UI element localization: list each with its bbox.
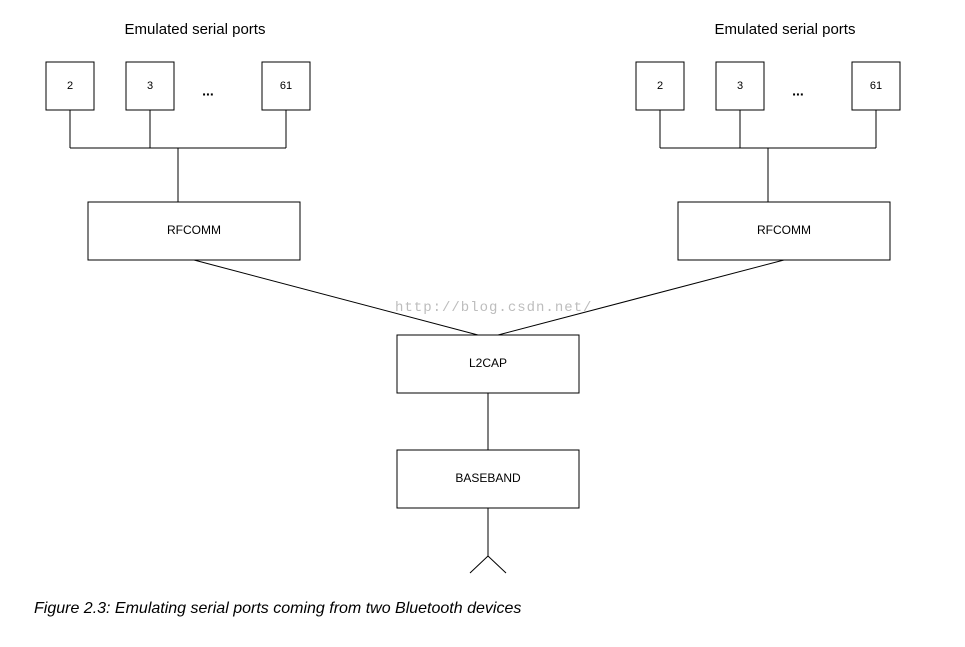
port-ellipsis-left: ...	[202, 83, 214, 99]
rfcomm-left-label: RFCOMM	[167, 223, 221, 237]
port-label-right-0: 2	[657, 80, 663, 92]
port-ellipsis-right: ...	[792, 83, 804, 99]
architecture-diagram: Emulated serial ports Emulated serial por…	[0, 0, 965, 647]
baseband-arrow-left	[470, 556, 488, 573]
rfcomm-right-to-l2cap	[498, 260, 784, 335]
port-label-right-1: 3	[737, 80, 743, 92]
figure-caption: Figure 2.3: Emulating serial ports comin…	[34, 600, 521, 618]
l2cap-label: L2CAP	[469, 356, 507, 370]
baseband-arrow-right	[488, 556, 506, 573]
title-left: Emulated serial ports	[125, 21, 266, 38]
port-label-left-0: 2	[67, 80, 73, 92]
port-label-left-1: 3	[147, 80, 153, 92]
port-label-left-2: 61	[280, 80, 292, 92]
port-label-right-2: 61	[870, 80, 882, 92]
rfcomm-right-label: RFCOMM	[757, 223, 811, 237]
baseband-label: BASEBAND	[455, 471, 521, 485]
rfcomm-left-to-l2cap	[194, 260, 478, 335]
title-right: Emulated serial ports	[715, 21, 856, 38]
